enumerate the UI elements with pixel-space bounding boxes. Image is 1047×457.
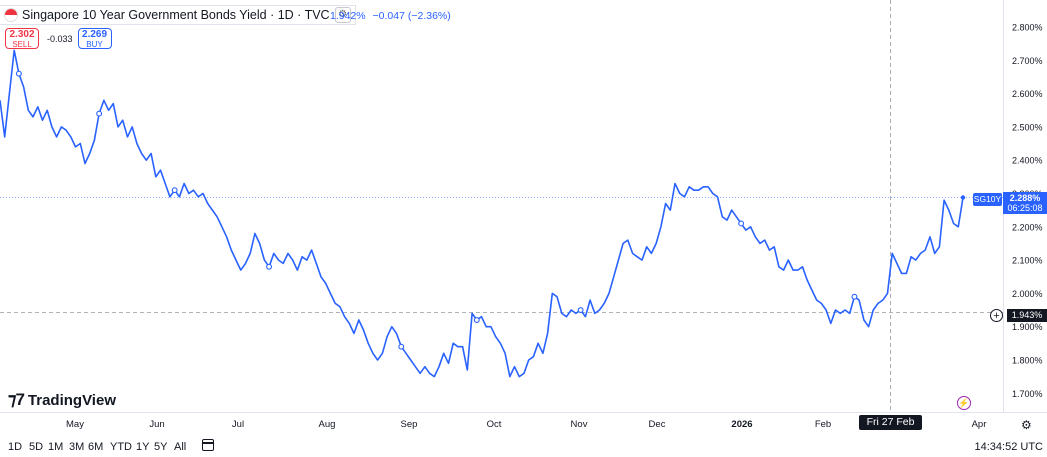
x-tick-label: 2026 — [731, 419, 752, 430]
x-tick-label: Feb — [815, 419, 831, 430]
x-tick-label: Sep — [401, 419, 418, 430]
last-price-value: 2.288% — [1009, 193, 1041, 203]
symbol-tag: SG10Y — [973, 193, 1002, 206]
buy-button[interactable]: 2.269 BUY — [77, 28, 112, 49]
plus-icon[interactable]: + — [990, 309, 1003, 322]
x-tick-label: Apr — [972, 419, 987, 430]
timeframe-1d[interactable]: 1D — [8, 441, 23, 453]
settings-icon[interactable]: ⚙ — [334, 7, 351, 23]
y-tick-label: 2.000% — [1012, 289, 1043, 299]
y-tick-label: 2.600% — [1012, 89, 1043, 99]
x-tick-label: Dec — [649, 419, 666, 430]
timeframe-5y[interactable]: 5Y — [154, 441, 168, 453]
crosshair-price-label: 1.943% — [1007, 309, 1047, 322]
timeframe-6m[interactable]: 6M — [88, 441, 104, 453]
calendar-icon[interactable] — [202, 439, 214, 451]
x-tick-label: May — [66, 419, 84, 430]
series-marker — [473, 317, 480, 323]
y-tick-label: 2.800% — [1012, 23, 1043, 33]
y-tick-label: 2.500% — [1012, 122, 1043, 132]
series-marker — [96, 110, 103, 117]
y-tick-label: 1.800% — [1012, 356, 1043, 366]
y-tick-label: 1.700% — [1012, 389, 1043, 399]
legend-title[interactable]: Singapore 10 Year Government Bonds Yield… — [22, 8, 330, 22]
timeframe-1y[interactable]: 1Y — [136, 441, 150, 453]
y-tick-label: 1.900% — [1012, 322, 1043, 332]
series-marker — [398, 343, 405, 350]
timeframe-5d[interactable]: 5D — [29, 441, 44, 453]
y-tick-label: 2.100% — [1012, 256, 1043, 266]
series-marker — [171, 187, 178, 194]
legend-values: 1.942% −0.047 (−2.36%) — [330, 10, 455, 22]
spread-value: -0.033 — [47, 33, 73, 44]
logo-text: TradingView — [27, 391, 116, 409]
utc-clock[interactable]: 14:34:52 UTC — [974, 441, 1043, 453]
y-tick-label: 2.400% — [1012, 156, 1043, 166]
trade-panel: 2.302 SELL -0.033 2.269 BUY — [5, 28, 112, 49]
timeframe-1m[interactable]: 1M — [48, 441, 64, 453]
x-tick-label: Aug — [319, 419, 336, 430]
x-tick-label: Jun — [149, 419, 164, 430]
series-line — [0, 49, 964, 378]
series-marker — [851, 293, 858, 300]
timeframe-ytd[interactable]: YTD — [110, 441, 132, 453]
timeframe-3m[interactable]: 3M — [69, 441, 85, 453]
series-marker — [738, 220, 745, 227]
x-tick-label: Nov — [571, 419, 588, 430]
chart-legend: Singapore 10 Year Government Bonds Yield… — [0, 5, 356, 25]
sell-label: SELL — [12, 40, 32, 49]
legend-change: −0.047 (−2.36%) — [372, 10, 451, 22]
y-tick-label: 2.200% — [1012, 222, 1043, 232]
last-point-marker — [960, 195, 966, 200]
timeframe-all[interactable]: All — [174, 441, 187, 453]
series-marker — [15, 70, 22, 77]
bottom-toolbar — [0, 433, 1047, 457]
last-price-tag: 2.288% 06:25:08 — [1003, 192, 1047, 214]
sell-price: 2.302 — [9, 29, 35, 40]
lightning-icon[interactable]: ⚡ — [957, 396, 971, 410]
logo-mark: ⁊7 — [8, 390, 25, 409]
x-tick-label: Oct — [487, 419, 502, 430]
series-marker — [266, 263, 273, 270]
gear-icon[interactable]: ⚙ — [1021, 418, 1032, 432]
countdown: 06:25:08 — [1007, 203, 1043, 213]
series-marker — [577, 307, 584, 313]
y-tick-label: 2.700% — [1012, 56, 1043, 66]
x-tick-label: Jul — [232, 419, 244, 430]
crosshair-date-label: Fri 27 Feb '26 — [859, 415, 922, 443]
legend-value: 1.942% — [330, 10, 366, 22]
buy-label: BUY — [86, 40, 103, 49]
sell-button[interactable]: 2.302 SELL — [5, 28, 39, 49]
flag-singapore-icon — [4, 8, 18, 22]
buy-price: 2.269 — [82, 29, 108, 40]
tradingview-logo[interactable]: ⁊7 TradingView — [8, 390, 116, 410]
